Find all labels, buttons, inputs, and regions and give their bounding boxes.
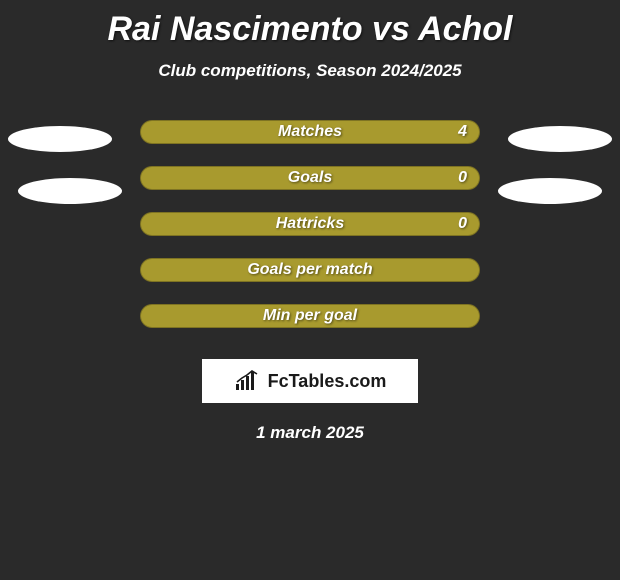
stat-row: Goals per match <box>0 247 620 293</box>
stat-bar: Hattricks0 <box>140 212 480 236</box>
stat-value-right: 0 <box>458 169 467 187</box>
date-text: 1 march 2025 <box>0 423 620 443</box>
stat-label: Goals <box>141 169 479 187</box>
right-ellipse <box>508 126 612 152</box>
subtitle: Club competitions, Season 2024/2025 <box>0 61 620 81</box>
left-ellipse <box>8 126 112 152</box>
logo-box: FcTables.com <box>202 359 418 403</box>
stat-value-right: 4 <box>458 123 467 141</box>
stat-label: Hattricks <box>141 215 479 233</box>
stat-bar: Min per goal <box>140 304 480 328</box>
chart-icon <box>234 370 262 392</box>
left-ellipse <box>18 178 122 204</box>
stat-label: Matches <box>141 123 479 141</box>
stat-bar: Goals per match <box>140 258 480 282</box>
stat-value-right: 0 <box>458 215 467 233</box>
right-ellipse <box>498 178 602 204</box>
stat-bar: Goals0 <box>140 166 480 190</box>
page-title: Rai Nascimento vs Achol <box>0 0 620 49</box>
stat-bar: Matches4 <box>140 120 480 144</box>
stat-label: Min per goal <box>141 307 479 325</box>
stat-row: Hattricks0 <box>0 201 620 247</box>
logo-text: FcTables.com <box>268 371 387 392</box>
stat-row: Min per goal <box>0 293 620 339</box>
stat-label: Goals per match <box>141 261 479 279</box>
